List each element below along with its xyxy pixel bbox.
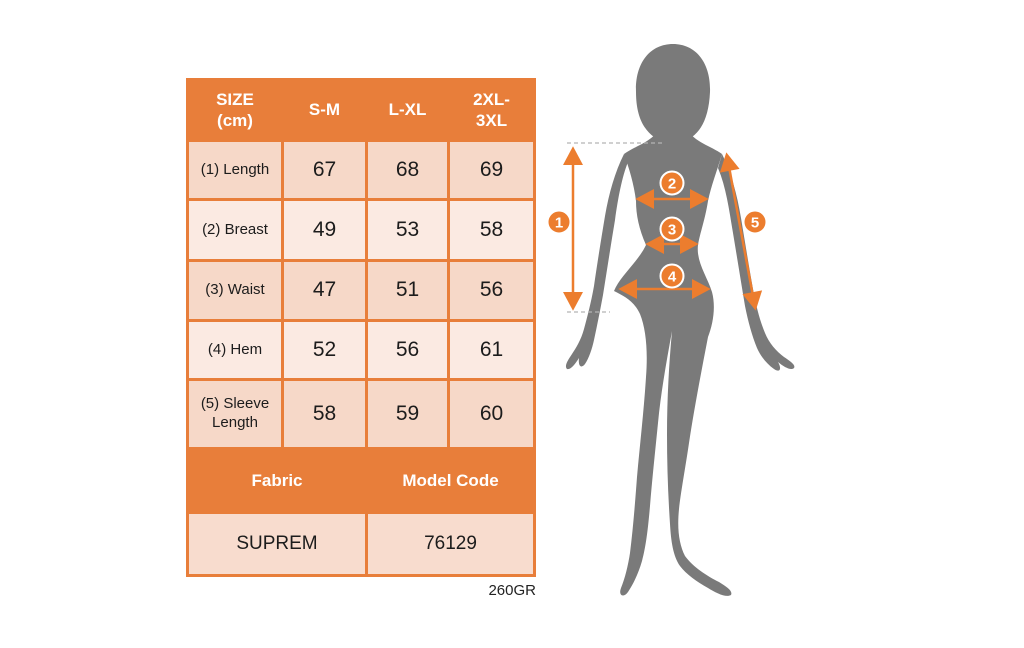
silhouette-right-arm <box>718 154 795 371</box>
row-hem-label: (4) Hem <box>189 322 281 378</box>
model-code-header: Model Code <box>368 450 533 511</box>
sleeve-arrow <box>719 152 763 311</box>
silhouette-head <box>635 44 711 143</box>
waist-lxl-value: 51 <box>368 262 447 319</box>
header-col-2xl3xl: 2XL- 3XL <box>450 81 533 139</box>
header-size-cm: SIZE (cm) <box>189 81 281 139</box>
measurement-arrows <box>563 146 763 311</box>
hem-2xl3xl-value: 61 <box>450 322 533 378</box>
breast-2xl3xl-value: 58 <box>450 201 533 259</box>
measurement-figure-svg: 1 2 3 4 5 <box>546 44 795 596</box>
row-waist-label: (3) Waist <box>189 262 281 319</box>
row-length-label: (1) Length <box>189 142 281 198</box>
marker-5-badge: 5 <box>742 209 768 235</box>
measurement-figure: 1 2 3 4 5 <box>540 30 810 610</box>
marker-4-number: 4 <box>668 269 677 286</box>
hem-sm-value: 52 <box>284 322 365 378</box>
marker-5-number: 5 <box>751 215 759 232</box>
waist-sm-value: 47 <box>284 262 365 319</box>
female-silhouette <box>565 44 795 596</box>
marker-3-badge: 3 <box>659 216 685 242</box>
silhouette-left-arm <box>565 154 628 370</box>
sleeve-2xl3xl-value: 60 <box>450 381 533 447</box>
marker-2-badge: 2 <box>659 170 685 196</box>
marker-badges: 1 2 3 4 5 <box>546 170 768 289</box>
marker-1-badge: 1 <box>546 209 572 235</box>
length-lxl-value: 68 <box>368 142 447 198</box>
marker-2-number: 2 <box>668 176 676 193</box>
marker-3-number: 3 <box>668 222 676 239</box>
length-2xl3xl-value: 69 <box>450 142 533 198</box>
silhouette-body <box>614 129 732 596</box>
guide-lines <box>567 142 664 313</box>
header-col-lxl: L-XL <box>368 81 447 139</box>
breast-lxl-value: 53 <box>368 201 447 259</box>
fabric-header: Fabric <box>189 450 365 511</box>
marker-1-number: 1 <box>555 215 563 232</box>
length-sm-value: 67 <box>284 142 365 198</box>
weight-note: 260GR <box>488 582 536 599</box>
breast-sm-value: 49 <box>284 201 365 259</box>
waist-2xl3xl-value: 56 <box>450 262 533 319</box>
row-breast-label: (2) Breast <box>189 201 281 259</box>
header-col-sm: S-M <box>284 81 365 139</box>
sleeve-lxl-value: 59 <box>368 381 447 447</box>
row-sleeve-label: (5) Sleeve Length <box>189 381 281 447</box>
sleeve-sm-value: 58 <box>284 381 365 447</box>
fabric-value: SUPREM <box>189 514 365 574</box>
marker-4-badge: 4 <box>659 263 685 289</box>
model-code-value: 76129 <box>368 514 533 574</box>
hem-lxl-value: 56 <box>368 322 447 378</box>
size-table: SIZE (cm) S-M L-XL 2XL- 3XL (1) Length 6… <box>186 78 536 577</box>
